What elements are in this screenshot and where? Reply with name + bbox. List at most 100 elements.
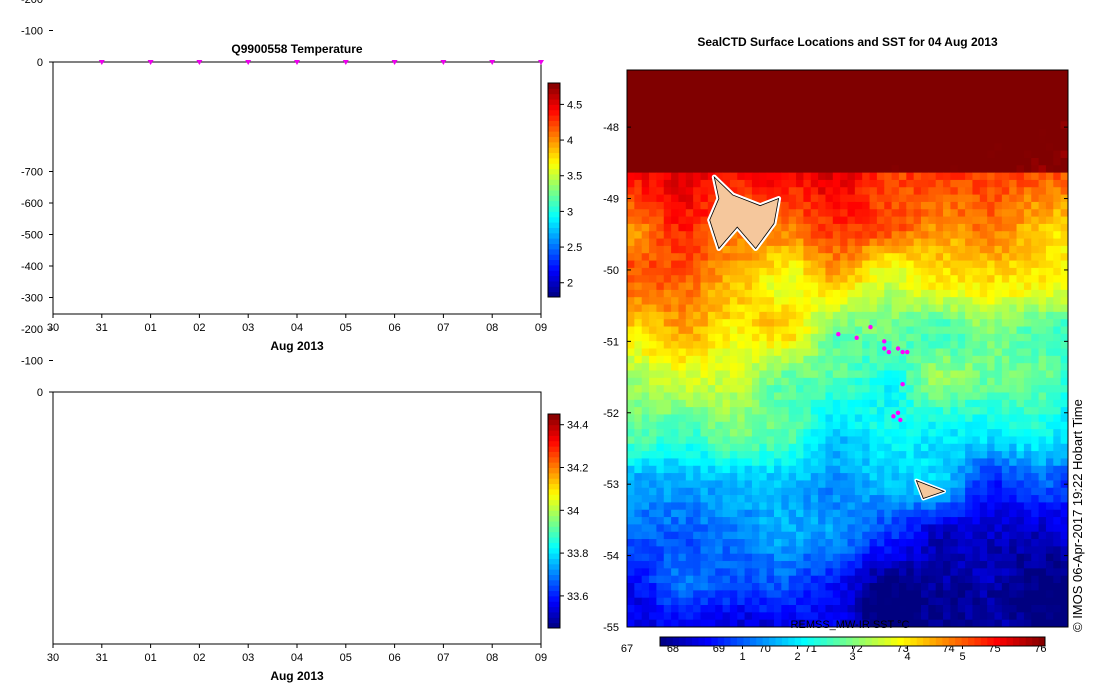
sst-cell xyxy=(707,113,716,122)
sst-cell xyxy=(818,319,826,328)
sst-cell xyxy=(898,304,907,313)
sst-cell xyxy=(862,363,871,371)
sst-cell xyxy=(1016,275,1025,284)
sst-cell xyxy=(693,245,701,254)
sst-cell xyxy=(950,451,959,459)
sst-cell xyxy=(678,231,687,240)
sst-cell xyxy=(832,135,841,144)
sst-cell xyxy=(847,524,856,533)
sst-cell xyxy=(825,392,834,401)
sst-cell xyxy=(678,502,687,511)
sst-cell xyxy=(847,113,856,122)
sst-cell xyxy=(1031,91,1040,100)
sst-cell xyxy=(876,348,885,357)
sst-cell xyxy=(685,436,694,445)
sst-cell xyxy=(898,487,907,496)
sst-cell xyxy=(1009,179,1018,188)
sst-cell xyxy=(987,209,995,218)
sst-cell xyxy=(759,341,768,349)
sst-cell xyxy=(862,70,871,78)
sst-cell xyxy=(884,436,893,445)
sst-cell xyxy=(906,355,915,364)
sst-cell xyxy=(1031,311,1040,320)
sst-cell xyxy=(862,524,871,533)
sst-cell xyxy=(913,465,922,474)
sst-cell xyxy=(781,253,790,262)
sst-cell xyxy=(891,495,900,503)
sst-cell xyxy=(1038,253,1047,262)
sst-cell xyxy=(678,480,687,489)
sst-cell xyxy=(825,348,834,357)
sst-cell xyxy=(921,245,929,254)
sst-cell xyxy=(685,216,694,225)
sst-cell xyxy=(840,421,848,430)
sst-cell xyxy=(803,341,812,349)
sst-cell xyxy=(1053,260,1062,269)
sst-cell xyxy=(928,267,937,276)
sst-cell xyxy=(634,341,643,349)
sst-cell xyxy=(906,392,915,401)
sst-cell xyxy=(891,84,900,93)
sst-cell xyxy=(1060,348,1069,357)
sst-cell xyxy=(1031,143,1040,152)
sst-cell xyxy=(898,429,907,437)
sst-cell xyxy=(766,128,775,137)
sst-cell xyxy=(906,348,915,357)
sst-cell xyxy=(876,297,885,306)
sst-cell xyxy=(935,150,944,159)
sst-cell xyxy=(972,179,981,188)
sst-cell xyxy=(972,392,981,401)
sst-cell xyxy=(774,473,782,481)
sst-cell xyxy=(862,480,871,489)
sst-cell xyxy=(781,407,790,415)
sst-cell xyxy=(788,509,797,518)
sst-cell xyxy=(987,282,995,291)
sst-cell xyxy=(840,487,848,496)
sst-cell xyxy=(649,297,657,306)
sst-cell xyxy=(766,326,775,335)
sst-cell xyxy=(671,458,679,467)
sst-cell xyxy=(1045,363,1054,371)
sst-cell xyxy=(876,531,885,540)
sst-cell xyxy=(891,165,900,174)
sst-cell xyxy=(876,311,885,320)
colorbar-label: 33.8 xyxy=(567,548,588,560)
sst-cell xyxy=(906,304,915,313)
sst-cell xyxy=(810,223,819,232)
sst-cell xyxy=(943,465,951,474)
sst-cell xyxy=(796,407,804,415)
sst-cell xyxy=(693,238,701,247)
sst-cell xyxy=(1053,487,1062,496)
sst-cell xyxy=(678,333,687,342)
sst-cell xyxy=(1016,289,1025,298)
sst-cell xyxy=(788,377,797,386)
sst-cell xyxy=(921,465,929,474)
sst-cell xyxy=(1045,473,1054,481)
sst-cell xyxy=(693,326,701,335)
sst-cell xyxy=(744,297,753,306)
sst-cell xyxy=(825,436,834,445)
sst-cell xyxy=(729,326,738,335)
sst-cell xyxy=(678,377,687,386)
sst-cell xyxy=(994,267,1003,276)
sst-cell xyxy=(774,363,782,371)
sst-cell xyxy=(979,260,988,269)
sst-cell xyxy=(840,238,848,247)
sst-cell xyxy=(979,201,988,210)
sst-cell xyxy=(935,172,944,181)
sst-cell xyxy=(825,509,834,518)
colorbar-segment xyxy=(548,537,560,543)
sst-cell xyxy=(737,385,746,393)
sst-cell xyxy=(987,370,995,379)
sst-cell xyxy=(1009,348,1018,357)
sst-cell xyxy=(950,157,959,166)
sst-cell xyxy=(921,524,929,533)
sst-cell xyxy=(1009,238,1018,247)
sst-cell xyxy=(627,451,635,459)
sst-cell xyxy=(641,150,650,159)
sst-cell xyxy=(1038,414,1047,423)
sst-cell xyxy=(685,187,694,196)
sst-cell xyxy=(1060,84,1069,93)
sst-cell xyxy=(693,451,701,459)
